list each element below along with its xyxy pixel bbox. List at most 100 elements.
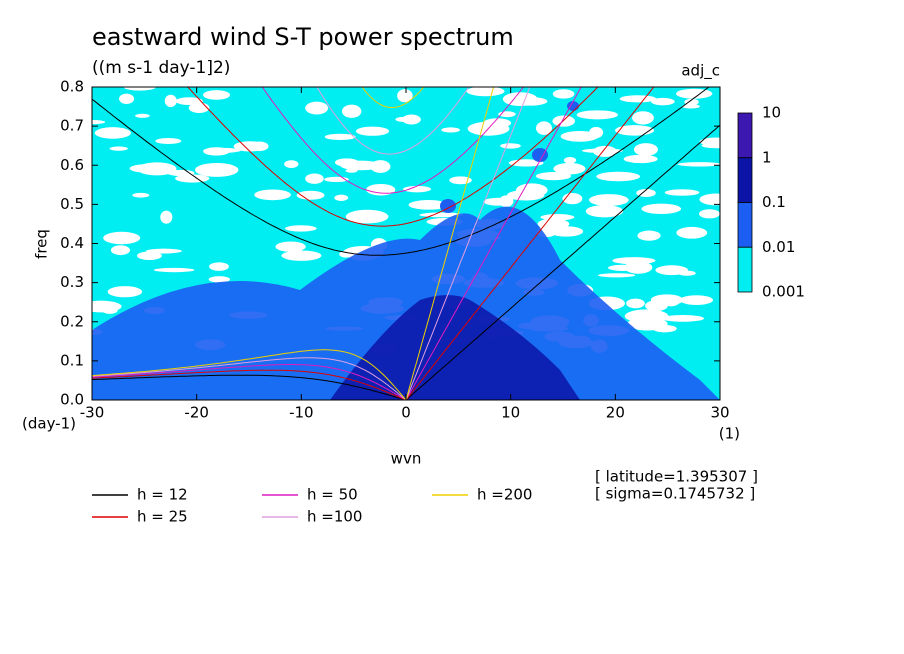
field-gap [641,203,682,214]
spectrum-field [92,87,720,400]
field-gap [699,193,720,206]
x-tick-label: 30 [710,404,729,422]
field-gap [275,241,306,252]
field-gap [624,261,653,274]
x-unit: (1) [719,425,740,443]
dispersion-curve [92,87,710,256]
field-gap [637,230,661,241]
field-gap [633,143,658,157]
colorbar-segment [737,202,753,248]
colorbar-segment [737,112,753,159]
field-gap [682,104,700,109]
field-gap [563,157,577,164]
field-gap [597,273,636,278]
dispersion-curves [92,87,720,400]
field-gap [624,309,669,323]
legend-label: h = 50 [307,486,358,504]
field-gap [552,89,575,99]
colorbar-segment [737,246,753,293]
field-gap [339,250,353,258]
field-gap [615,125,655,136]
field-gap [466,87,505,97]
colorbar-label: 10 [762,104,781,122]
x-tick-label: 20 [606,404,625,422]
field-gap [664,189,700,196]
y-axis-label: freq [33,229,51,259]
field-region [532,148,548,162]
field-gap [107,286,143,298]
colorbar-label: 0.01 [762,238,795,256]
field-gap [370,160,391,173]
field-gap [110,245,131,256]
y-tick-label: 0.5 [60,195,84,213]
y-tick-label: 0.8 [60,78,84,96]
colorbar-label: 0.1 [762,193,786,211]
field-gap [305,173,324,184]
dispersion-curve [405,124,720,400]
field-gap [284,160,299,168]
dispersion-curve [405,87,582,400]
field-gap [636,188,656,197]
field-gap [254,189,291,201]
field-gap [678,270,696,276]
field-gap [153,267,195,273]
y-tick-label: 0.0 [60,391,84,409]
field-gap [160,210,173,224]
field-gap [535,172,572,181]
field-gap [612,257,656,265]
y-tick-label: 0.1 [60,351,84,369]
field-gap [194,162,239,177]
field-gap [119,93,135,104]
x-tick-label: -20 [184,404,209,422]
field-gap [441,127,460,133]
colorbar-segment [737,157,753,203]
x-tick-label: -10 [289,404,314,422]
field-gap [103,231,141,245]
colorbar-label: 1 [762,148,772,166]
field-gap [208,276,230,283]
chart-title: eastward wind S-T power spectrum [92,23,514,51]
colorbar-label: 0.001 [762,283,805,301]
field-gap [576,110,619,120]
dispersion-curve [92,364,407,400]
field-gap [676,226,708,239]
field-gap [92,119,106,125]
x-tick-label: -30 [80,404,105,422]
field-gap [408,200,449,210]
dispersion-curve [92,357,407,400]
field-gap [619,95,657,103]
field-gap [516,183,548,198]
field-gap [395,117,410,122]
field-gap [402,114,421,125]
field-gap [202,90,231,100]
field-gap [345,209,389,224]
legend-label: h =200 [477,486,532,504]
field-gap [94,127,131,139]
field-region [92,206,720,400]
field-gap [699,137,720,146]
dispersion-curve [92,369,407,400]
field-gap [581,148,623,153]
y-tick-label: 0.2 [60,312,84,330]
field-gap [305,101,329,115]
dispersion-curve [405,87,531,400]
field-gap [334,158,359,167]
field-gap [155,137,182,144]
dispersion-curve [261,87,525,194]
field-gap [537,218,570,230]
x-tick-label: 0 [401,404,411,422]
legend-label: h = 25 [137,508,188,526]
x-axis-label: wvn [391,450,422,468]
dispersion-curve [92,349,407,400]
dispersion-curve [92,374,407,400]
field-gap [699,209,720,219]
field-gap [623,154,658,164]
note: [ sigma=0.1745732 ] [595,485,755,503]
field-gap [403,185,432,193]
note: [ latitude=1.395307 ] [595,468,758,486]
field-gap [175,97,203,106]
y-tick-label: 0.4 [60,234,84,252]
field-gap [675,88,713,99]
